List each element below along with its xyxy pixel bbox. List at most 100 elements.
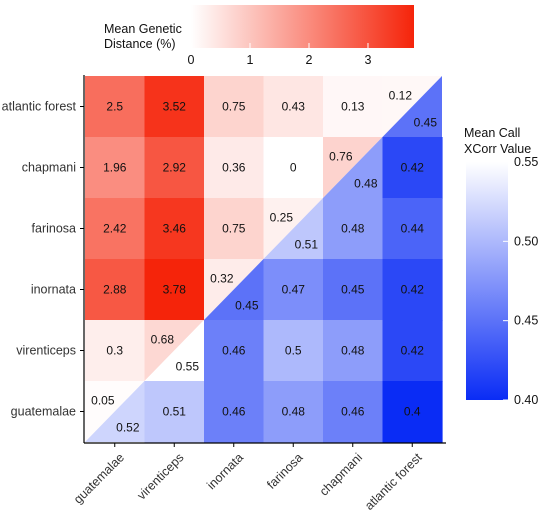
cell-xcorr-value: 0.55: [176, 359, 200, 373]
cell-xcorr: [382, 381, 443, 443]
x-tick-label: inornata: [204, 450, 246, 492]
y-tick-label: inornata: [31, 283, 76, 297]
y-tick-label: chapmani: [22, 161, 76, 175]
cell-genetic: [204, 198, 265, 260]
cell-genetic-value: 2.88: [103, 283, 127, 297]
cell-genetic-value: 0.68: [151, 333, 175, 347]
cell-xcorr-value: 0.48: [341, 222, 365, 236]
legend-xcorr-tick-label: 0.45: [514, 314, 538, 328]
cell-genetic: [263, 76, 324, 138]
legend-genetic-colorbar: [191, 5, 414, 48]
cell-xcorr: [382, 198, 443, 260]
y-tick-label: guatemalae: [11, 405, 76, 419]
x-tick-label: chapmani: [317, 450, 365, 498]
y-tick-label: virenticeps: [16, 344, 76, 358]
cell-genetic-value: 0.05: [91, 394, 115, 408]
legend-xcorr: Mean Call XCorr Value 0.55 0.50 0.45 0.40: [464, 126, 538, 407]
x-tick-label: virenticeps: [134, 450, 186, 502]
cell-genetic-value: 1.96: [103, 161, 127, 175]
cell-genetic-value: 3.46: [163, 222, 187, 236]
cell-genetic-value: 0.12: [389, 89, 413, 103]
cell-genetic: [85, 198, 146, 260]
cell-genetic: [85, 76, 146, 138]
legend-genetic-tick-label: 3: [365, 53, 372, 67]
cell-xcorr: [263, 320, 324, 382]
y-tick-label: farinosa: [32, 222, 77, 236]
cell-genetic-value: 0.75: [222, 222, 246, 236]
cell-genetic-value: 0.32: [210, 272, 234, 286]
cell-genetic-value: 2.42: [103, 222, 127, 236]
cell-genetic-value: 0.43: [282, 100, 306, 114]
cell-xcorr-value: 0.4: [404, 405, 421, 419]
cell-xcorr: [382, 259, 443, 321]
cell-genetic-value: 3.52: [163, 100, 187, 114]
cell-values: 2.5 3.52 0.75 0.43 0.130.120.451.96 2.92 0.36 0…: [91, 89, 437, 435]
x-tick-label: guatemalae: [71, 450, 127, 506]
cell-xcorr-triangle: [85, 381, 145, 442]
legend-xcorr-tick-label: 0.50: [514, 234, 538, 248]
cell-genetic-value: 0.76: [329, 150, 353, 164]
y-axis-labels: atlantic forest chapmani farinosa inornata v…: [2, 100, 84, 419]
cell-xcorr-value: 0.42: [401, 283, 425, 297]
cell-genetic-value: 0.36: [222, 161, 246, 175]
cell-genetic: [144, 259, 205, 321]
legend-genetic-tick-label: 2: [306, 53, 313, 67]
cell-xcorr: [323, 320, 384, 382]
cell-xcorr-value: 0.42: [401, 161, 425, 175]
cell-xcorr-value: 0.5: [285, 344, 302, 358]
cell-xcorr: [263, 381, 324, 443]
cell-xcorr-value: 0.47: [282, 283, 306, 297]
legend-genetic-title-line1: Mean Genetic: [104, 22, 182, 36]
cell-xcorr-value: 0.48: [282, 405, 306, 419]
cell-genetic-value: 0.75: [222, 100, 246, 114]
x-tick-label: atlantic forest: [362, 450, 425, 513]
cell-xcorr-value: 0.45: [235, 298, 259, 312]
cell-xcorr: [204, 320, 265, 382]
cell-genetic-value: 0.3: [106, 344, 123, 358]
cell-xcorr: [323, 259, 384, 321]
cell-genetic: [85, 259, 146, 321]
legend-genetic-tick-label: 0: [188, 53, 195, 67]
cell-genetic-value: 3.78: [163, 283, 187, 297]
cell-genetic-value: 2.92: [163, 161, 187, 175]
cell-xcorr-triangle: [144, 320, 204, 381]
cell-genetic: [85, 320, 146, 382]
cell-xcorr-value: 0.48: [354, 176, 378, 190]
cell-xcorr-value: 0.46: [341, 405, 365, 419]
cell-xcorr-triangle: [382, 76, 442, 137]
legend-xcorr-tick-label: 0.55: [514, 155, 538, 169]
cell-genetic-value: 2.5: [106, 100, 123, 114]
cell-xcorr-value: 0.51: [163, 405, 187, 419]
cell-xcorr-value: 0.46: [222, 344, 246, 358]
cell-genetic-value: 0.25: [270, 211, 294, 225]
cell-xcorr-value: 0.45: [414, 115, 438, 129]
cell-xcorr-value: 0.48: [341, 344, 365, 358]
legend-xcorr-title-line2: XCorr Value: [464, 142, 531, 156]
cell-xcorr-value: 0.42: [401, 344, 425, 358]
cell-genetic: [204, 137, 265, 199]
cell-xcorr-value: 0.45: [341, 283, 365, 297]
cell-genetic-value: 0.13: [341, 100, 365, 114]
legend-genetic-title-line2: Distance (%): [104, 37, 176, 51]
legend-xcorr-colorbar: [466, 162, 508, 400]
cell-genetic-value: 0: [290, 161, 297, 175]
cell-genetic: [263, 137, 324, 199]
cell-genetic: [144, 137, 205, 199]
cell-xcorr: [323, 198, 384, 260]
cell-xcorr: [382, 137, 443, 199]
cell-xcorr-value: 0.52: [116, 420, 140, 434]
x-tick-label: farinosa: [264, 450, 305, 491]
cell-genetic: [85, 137, 146, 199]
legend-genetic-tick-label: 1: [247, 53, 254, 67]
cell-xcorr: [323, 381, 384, 443]
legend-xcorr-title-line1: Mean Call: [464, 126, 520, 140]
cell-genetic: [144, 198, 205, 260]
legend-genetic-distance: Mean Genetic Distance (%) 0 1 2 3: [104, 5, 414, 67]
cell-xcorr-value: 0.44: [401, 222, 425, 236]
cell-genetic: [204, 76, 265, 138]
cell-genetic: [323, 76, 384, 138]
cell-xcorr-triangle: [204, 259, 264, 320]
cell-xcorr-value: 0.46: [222, 405, 246, 419]
cell-genetic: [144, 76, 205, 138]
